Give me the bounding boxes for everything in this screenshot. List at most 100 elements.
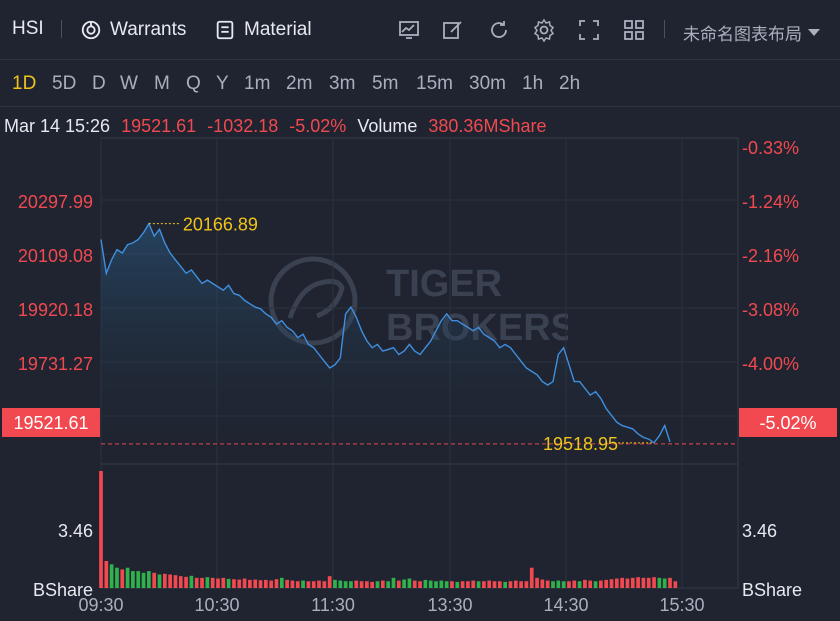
intraday-chart[interactable]: 20166.89 19518.95 20297.99 20109.08 19920.18… bbox=[0, 136, 840, 621]
period-w[interactable]: W bbox=[120, 73, 138, 94]
volume-bar bbox=[210, 577, 215, 588]
material-button[interactable]: Material bbox=[214, 16, 312, 44]
volume-bar bbox=[322, 581, 327, 588]
volume-bar bbox=[216, 578, 220, 588]
volume-bar bbox=[333, 579, 337, 588]
draw-icon[interactable] bbox=[440, 17, 466, 43]
x-tick: 15:30 bbox=[659, 595, 704, 615]
volume-bar bbox=[306, 581, 311, 588]
chevron-down-icon bbox=[808, 29, 820, 36]
volume-bar bbox=[487, 580, 492, 588]
layout-label: 未命名图表布局 bbox=[683, 25, 802, 44]
volume-bar bbox=[519, 581, 523, 588]
volume-unit-left: BShare bbox=[33, 580, 93, 600]
volume-bar bbox=[264, 579, 268, 588]
toolbar-divider bbox=[664, 20, 665, 38]
settings-icon[interactable] bbox=[531, 17, 557, 43]
volume-bar bbox=[237, 579, 242, 588]
volume-bar bbox=[290, 580, 295, 588]
period-2m[interactable]: 2m bbox=[286, 73, 313, 94]
period-3m[interactable]: 3m bbox=[329, 73, 356, 94]
x-tick: 14:30 bbox=[543, 595, 588, 615]
current-price-badge-text: 19521.61 bbox=[13, 413, 88, 433]
volume-bar bbox=[482, 581, 486, 588]
volume-bar bbox=[609, 579, 614, 588]
volume-bar bbox=[125, 567, 130, 588]
volume-bar bbox=[200, 577, 204, 588]
period-15m[interactable]: 15m bbox=[416, 73, 453, 94]
current-pct-badge-text: -5.02% bbox=[759, 413, 816, 433]
layout-dropdown[interactable]: 未命名图表布局 bbox=[683, 20, 820, 45]
volume-bar bbox=[434, 581, 438, 588]
symbol-label[interactable]: HSI bbox=[12, 18, 44, 39]
volume-bar bbox=[274, 579, 279, 588]
volume-bar bbox=[652, 577, 656, 588]
price-area bbox=[101, 223, 670, 456]
period-d[interactable]: D bbox=[92, 73, 106, 94]
volume-bar bbox=[226, 578, 231, 588]
current-pct-badge bbox=[739, 408, 837, 437]
period-1d[interactable]: 1D bbox=[12, 73, 37, 94]
volume-bar bbox=[545, 580, 550, 588]
layout-grid-icon[interactable] bbox=[621, 17, 647, 43]
volume-tick-left: 3.46 bbox=[58, 521, 93, 541]
volume-bar bbox=[673, 581, 678, 588]
volume-bar bbox=[168, 574, 172, 588]
volume-bar bbox=[423, 579, 428, 588]
volume-bar bbox=[476, 581, 481, 588]
volume-bar bbox=[147, 571, 151, 588]
volume-bar bbox=[402, 579, 406, 588]
volume-bar bbox=[567, 581, 571, 588]
chart-icon[interactable] bbox=[396, 17, 422, 43]
quote-summary: Mar 14 15:26 19521.61 -1032.18 -5.02% Vo… bbox=[4, 116, 552, 137]
period-5d[interactable]: 5D bbox=[52, 73, 77, 94]
volume-bar bbox=[641, 577, 646, 588]
period-q[interactable]: Q bbox=[186, 73, 201, 94]
quote-change-pct: -5.02% bbox=[289, 116, 347, 136]
volume-bar bbox=[136, 571, 141, 588]
volume-bar bbox=[668, 577, 672, 588]
volume-bar bbox=[232, 579, 236, 588]
volume-bar bbox=[380, 580, 385, 588]
top-toolbar: HSI Warrants Material 未命名图表布局 bbox=[0, 0, 840, 60]
period-1m[interactable]: 1m bbox=[244, 73, 271, 94]
volume-bar bbox=[599, 580, 603, 588]
volume-bar bbox=[162, 573, 167, 588]
period-1h[interactable]: 1h bbox=[522, 73, 544, 94]
period-bar: 1D 5D D W M Q Y 1m 2m 3m 5m 15m 30m 1h 2h bbox=[0, 61, 840, 107]
refresh-icon[interactable] bbox=[486, 17, 512, 43]
volume-bar bbox=[391, 577, 396, 588]
volume-bar bbox=[152, 572, 157, 588]
fullscreen-icon[interactable] bbox=[576, 17, 602, 43]
warrants-button[interactable]: Warrants bbox=[80, 16, 186, 44]
volume-bar bbox=[115, 567, 119, 588]
y-tick-left: 19731.27 bbox=[18, 354, 93, 374]
volume-bar bbox=[577, 581, 582, 588]
period-m[interactable]: M bbox=[154, 73, 170, 94]
volume-bar bbox=[338, 580, 343, 588]
quote-change: -1032.18 bbox=[207, 116, 279, 136]
volume-bar bbox=[556, 580, 561, 588]
y-tick-right: -3.08% bbox=[742, 300, 799, 320]
volume-unit-right: BShare bbox=[742, 580, 802, 600]
volume-bar bbox=[349, 581, 353, 588]
period-5m[interactable]: 5m bbox=[372, 73, 399, 94]
volume-bar bbox=[460, 581, 465, 588]
volume-bar bbox=[242, 578, 247, 588]
volume-bar bbox=[466, 581, 470, 588]
period-y[interactable]: Y bbox=[216, 73, 229, 94]
y-tick-right: -0.33% bbox=[742, 138, 799, 158]
volume-bar bbox=[572, 580, 577, 588]
y-tick-left: 20109.08 bbox=[18, 246, 93, 266]
volume-bar bbox=[503, 581, 507, 588]
period-2h[interactable]: 2h bbox=[559, 73, 581, 94]
volume-bar bbox=[311, 581, 316, 588]
volume-tick-right: 3.46 bbox=[742, 521, 777, 541]
volume-bar bbox=[375, 581, 380, 588]
volume-bar bbox=[492, 581, 497, 588]
period-30m[interactable]: 30m bbox=[469, 73, 506, 94]
warrants-label: Warrants bbox=[110, 19, 187, 40]
volume-bar bbox=[535, 577, 539, 588]
volume-bar bbox=[540, 579, 545, 588]
volume-bars bbox=[99, 471, 678, 588]
